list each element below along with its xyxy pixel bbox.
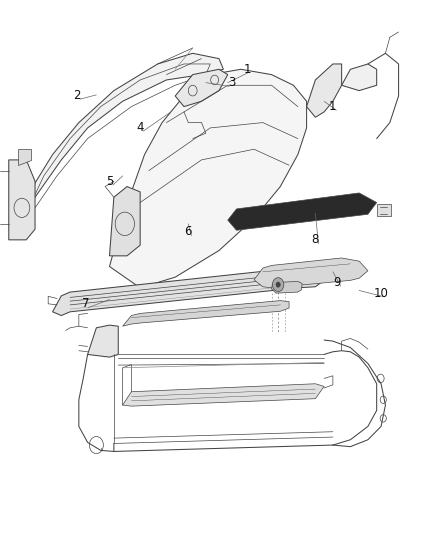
Text: 1: 1 xyxy=(244,63,251,76)
Text: 8: 8 xyxy=(312,233,319,246)
Polygon shape xyxy=(254,258,368,288)
Text: 5: 5 xyxy=(106,175,113,188)
Bar xyxy=(377,204,391,216)
Text: 9: 9 xyxy=(333,276,341,289)
Polygon shape xyxy=(123,301,289,326)
Text: 6: 6 xyxy=(184,225,192,238)
Text: 10: 10 xyxy=(374,287,389,300)
Text: 4: 4 xyxy=(136,122,144,134)
Polygon shape xyxy=(53,268,324,316)
Circle shape xyxy=(276,282,280,287)
Polygon shape xyxy=(9,160,35,240)
Polygon shape xyxy=(342,64,377,91)
Text: 1: 1 xyxy=(329,100,337,113)
Text: 3: 3 xyxy=(229,76,236,89)
Circle shape xyxy=(272,278,284,292)
Text: 2: 2 xyxy=(73,90,81,102)
Polygon shape xyxy=(110,187,140,256)
Text: 7: 7 xyxy=(81,297,89,310)
Polygon shape xyxy=(18,53,223,219)
Polygon shape xyxy=(228,193,377,230)
Polygon shape xyxy=(272,281,302,293)
Polygon shape xyxy=(123,384,324,406)
Polygon shape xyxy=(18,149,31,165)
Polygon shape xyxy=(88,325,118,357)
Polygon shape xyxy=(307,64,342,117)
Polygon shape xyxy=(110,69,307,288)
Polygon shape xyxy=(175,69,228,107)
